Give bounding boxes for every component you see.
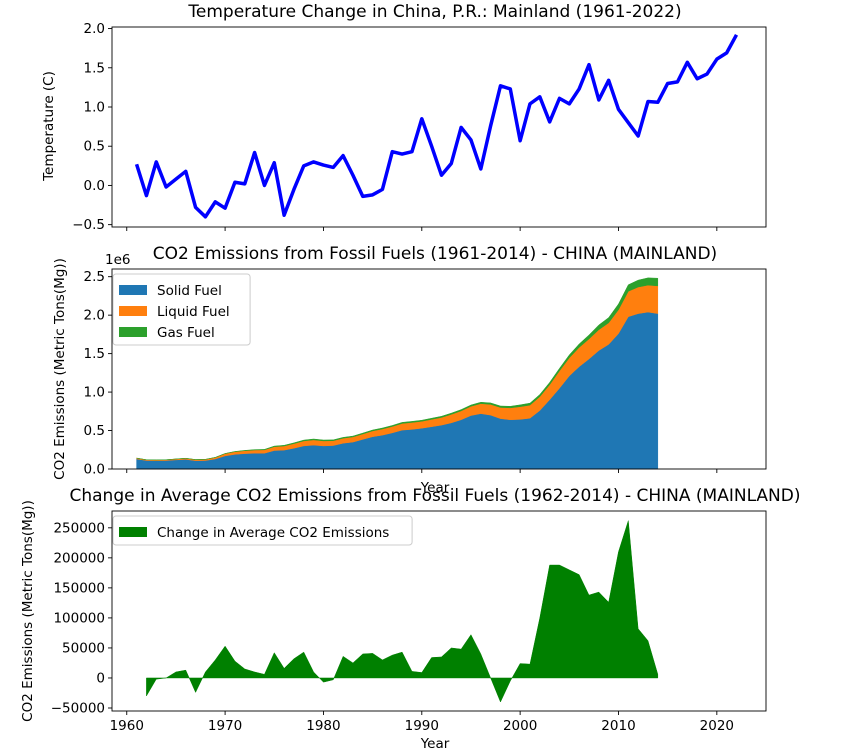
legend-swatch <box>119 327 147 337</box>
axes-frame <box>111 26 767 228</box>
y-tick-label: 0.5 <box>84 139 105 155</box>
co2-change-y-axis-label: CO2 Emissions (Metric Tons(Mg)) <box>20 500 36 722</box>
y-tick-label: −50000 <box>51 700 105 716</box>
y-tick-label: 2.0 <box>84 308 105 324</box>
x-tick-label: 1970 <box>208 718 242 734</box>
y-tick-label: 1.5 <box>84 346 105 362</box>
legend-swatch <box>119 527 147 537</box>
area-series-change <box>146 520 659 703</box>
temperature-chart: Temperature Change in China, P.R.: Mainl… <box>41 2 767 233</box>
y-tick-label: 1.0 <box>84 100 105 116</box>
y-tick-label: 250000 <box>53 520 105 536</box>
y-tick-label: 0.5 <box>84 423 105 439</box>
y-tick-label: 0 <box>96 670 105 686</box>
y-tick-label: −0.5 <box>72 217 105 233</box>
temperature-plot-area: −0.5 0.0 0.5 1.0 1.5 2.0 <box>72 21 767 233</box>
axes-frame <box>111 268 767 470</box>
legend-box <box>112 515 413 546</box>
co2-emissions-scale-label: 1e6 <box>105 252 130 268</box>
legend-label: Liquid Fuel <box>157 304 230 320</box>
y-tick-label: 200000 <box>53 550 105 566</box>
y-tick-label: 2.0 <box>84 21 105 37</box>
legend-label: Gas Fuel <box>157 325 215 341</box>
area-series-gas-fuel <box>136 277 659 461</box>
co2-change-chart-title: Change in Average CO2 Emissions from Fos… <box>69 486 800 506</box>
x-tick-label: 1980 <box>306 718 340 734</box>
x-tick-label: 1990 <box>405 718 439 734</box>
legend-label: Change in Average CO2 Emissions <box>157 525 389 541</box>
co2-emissions-chart: CO2 Emissions from Fossil Fuels (1961-20… <box>52 244 767 496</box>
x-tick-label: 2000 <box>503 718 537 734</box>
legend-box <box>112 273 251 346</box>
co2-emissions-plot-area: 0.0 0.5 1.0 1.5 2.0 2.5 Solid Fuel Liquid Fuel G… <box>84 268 767 478</box>
y-tick-label: 0.0 <box>84 178 105 194</box>
temperature-line <box>134 34 739 219</box>
y-tick-label: 100000 <box>53 610 105 626</box>
legend: Solid Fuel Liquid Fuel Gas Fuel <box>112 273 251 346</box>
legend-swatch <box>119 285 147 295</box>
axes-frame <box>111 510 767 712</box>
co2-emissions-chart-title: CO2 Emissions from Fossil Fuels (1961-20… <box>153 244 717 264</box>
legend-swatch <box>119 306 147 316</box>
co2-emissions-y-axis-label: CO2 Emissions (Metric Tons(Mg)) <box>52 258 68 480</box>
temperature-y-axis-label: Temperature (C) <box>41 71 57 182</box>
y-tick-label: 50000 <box>62 640 105 656</box>
x-tick-label: 1960 <box>110 718 144 734</box>
y-tick-label: 150000 <box>53 580 105 596</box>
legend: Change in Average CO2 Emissions <box>112 515 413 546</box>
y-tick-label: 2.5 <box>84 269 105 285</box>
x-tick-label: 2020 <box>700 718 734 734</box>
y-tick-label: 1.5 <box>84 60 105 76</box>
y-tick-label: 1.0 <box>84 385 105 401</box>
co2-change-x-axis-label: Year <box>420 736 450 749</box>
co2-change-chart: Change in Average CO2 Emissions from Fos… <box>20 486 801 749</box>
temperature-chart-title: Temperature Change in China, P.R.: Mainl… <box>187 2 681 22</box>
legend-label: Solid Fuel <box>157 283 222 299</box>
x-tick-label: 2010 <box>601 718 635 734</box>
co2-emissions-x-axis-label: Year <box>420 480 450 496</box>
co2-change-plot-area: −50000 0 50000 100000 150000 200000 250000 1960… <box>51 510 767 734</box>
y-tick-label: 0.0 <box>84 462 105 478</box>
